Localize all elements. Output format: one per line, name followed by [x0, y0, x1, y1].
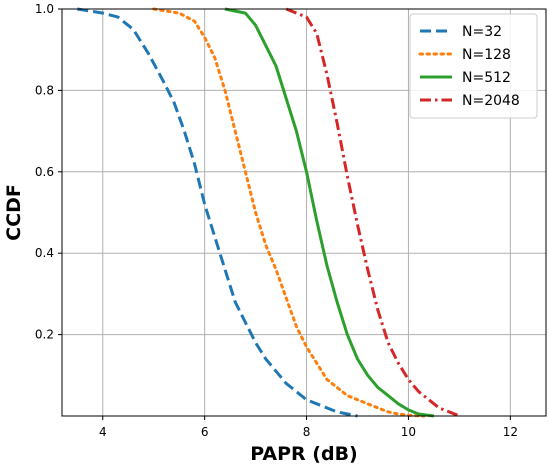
plot-frame — [61, 8, 547, 417]
legend-label: N=32 — [462, 24, 502, 40]
x-tick-label: 4 — [99, 425, 107, 439]
y-tick-label: 0.6 — [35, 165, 54, 179]
series-line-n-32 — [77, 7, 358, 418]
y-tick-label: 0.4 — [35, 246, 54, 260]
legend-label: N=2048 — [462, 93, 520, 109]
x-tick-label: 12 — [503, 425, 518, 439]
legend-label: N=512 — [462, 70, 511, 86]
legend-label: N=128 — [462, 47, 511, 63]
tick-layer: 4 6 8 10 12 0.2 0.4 0.6 0.8 1.0 — [35, 2, 518, 439]
legend-box — [409, 13, 538, 119]
y-axis-title: CCDF — [3, 184, 25, 241]
series-line-n-128 — [152, 7, 426, 418]
y-tick-label: 0.2 — [35, 328, 54, 342]
legend: N=32 N=128 N=512 N=2048 — [409, 13, 538, 119]
y-tick-label: 0.8 — [35, 83, 54, 97]
y-tick-label: 1.0 — [35, 2, 54, 16]
x-tick-label: 10 — [401, 425, 416, 439]
series-line-n-512 — [224, 7, 435, 418]
x-axis-title: PAPR (dB) — [250, 443, 358, 465]
x-tick-label: 6 — [201, 425, 209, 439]
series-layer — [77, 7, 460, 418]
series-line-n-2048 — [285, 7, 460, 418]
x-tick-label: 8 — [303, 425, 311, 439]
